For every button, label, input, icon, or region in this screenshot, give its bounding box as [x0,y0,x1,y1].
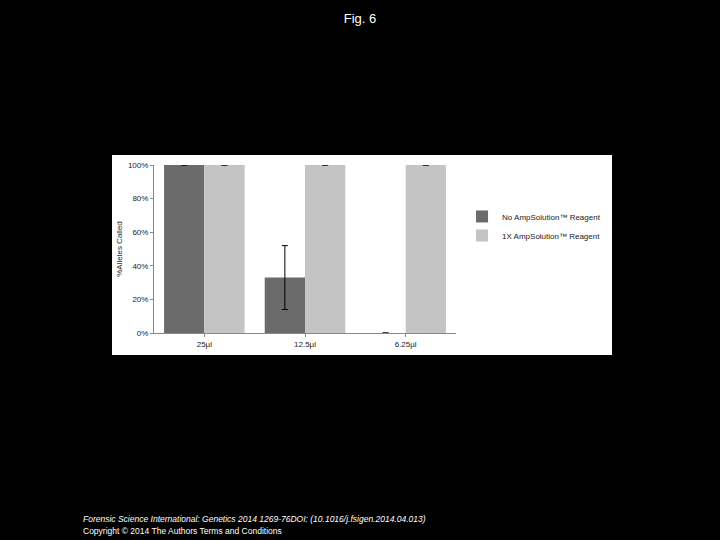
svg-text:1X AmpSolution™ Reagent: 1X AmpSolution™ Reagent [502,232,600,241]
svg-text:12.5µl: 12.5µl [294,340,316,349]
html-text:Fig. 6: Fig. 6 [343,11,377,26]
svg-text:25µl: 25µl [197,340,213,349]
svg-text:40%: 40% [132,262,148,271]
html-text:Forensic Science International: Forensic Science International: Genetics… [83,514,426,524]
html-text:Copyright © 2014 The Authors T: Copyright © 2014 The Authors Terms and C… [83,526,282,536]
svg-text:0%: 0% [137,329,149,338]
svg-text:100%: 100% [128,161,148,170]
svg-text:No AmpSolution™ Reagent: No AmpSolution™ Reagent [502,213,601,222]
svg-text:%Alleles Called: %Alleles Called [115,221,124,277]
svg-text:60%: 60% [132,228,148,237]
svg-text:6.25µl: 6.25µl [395,340,417,349]
svg-text:20%: 20% [132,295,148,304]
svg-text:80%: 80% [132,194,148,203]
